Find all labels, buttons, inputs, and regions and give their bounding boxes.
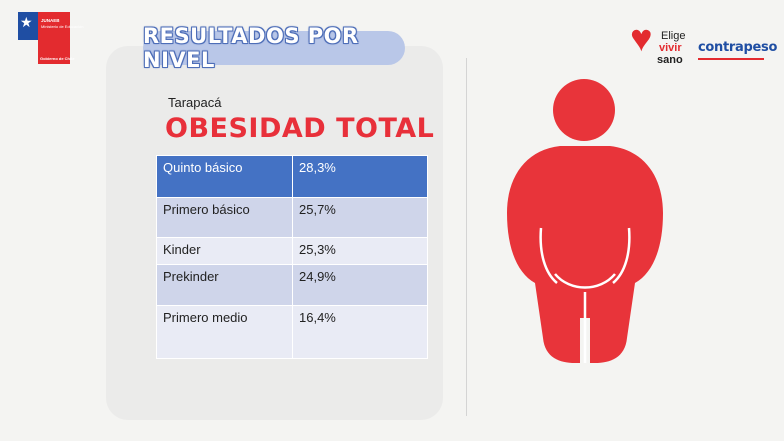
vertical-divider — [466, 58, 467, 416]
table-row: Kinder 25,3% — [156, 237, 428, 265]
value-cell: 25,7% — [292, 197, 428, 238]
table-row: Primero básico 25,7% — [156, 197, 428, 238]
gov-logo-line2: Ministerio de Educación — [41, 24, 84, 29]
region-label: Tarapacá — [168, 95, 222, 110]
table-row: Primero medio 16,4% — [156, 305, 428, 359]
gov-logo-line1: JUNAEB — [41, 18, 60, 23]
value-cell: 25,3% — [292, 237, 428, 265]
level-cell: Quinto básico — [156, 155, 293, 198]
government-logo: ★ JUNAEB Ministerio de Educación Gobiern… — [18, 12, 83, 64]
sano-text: sano — [657, 54, 683, 66]
table-row: Quinto básico 28,3% — [156, 155, 428, 198]
level-cell: Primero básico — [156, 197, 293, 238]
page-title: RESULTADOS POR NIVEL — [143, 24, 405, 72]
value-cell: 28,3% — [292, 155, 428, 198]
results-table: Quinto básico 28,3% Primero básico 25,7%… — [156, 155, 428, 359]
metric-title: OBESIDAD TOTAL — [165, 113, 435, 144]
star-icon: ★ — [20, 14, 33, 30]
obese-person-icon — [507, 79, 663, 363]
heart-icon: ♥ — [630, 18, 653, 60]
contrapeso-logo: contrapeso — [698, 40, 777, 60]
gov-logo-line3: Gobierno de Chile — [40, 56, 75, 61]
contrapeso-text: contrapeso — [698, 40, 778, 55]
level-cell: Primero medio — [156, 305, 293, 359]
vivir-text: vivir — [659, 42, 682, 54]
elige-text: Elige — [661, 30, 686, 42]
value-cell: 16,4% — [292, 305, 428, 359]
value-cell: 24,9% — [292, 264, 428, 306]
elige-vivir-sano-logo: ♥ Elige vivir sano — [630, 16, 692, 66]
level-cell: Prekinder — [156, 264, 293, 306]
level-cell: Kinder — [156, 237, 293, 265]
table-row: Prekinder 24,9% — [156, 264, 428, 306]
